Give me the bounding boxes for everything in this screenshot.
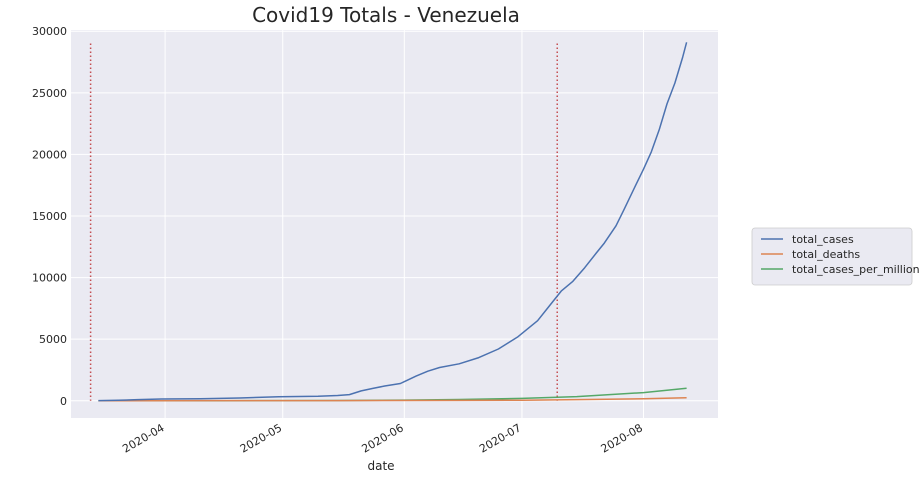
x-tick-labels: 2020-04 2020-05 2020-06 2020-07 2020-08 xyxy=(120,421,645,455)
x-tick-label: 2020-04 xyxy=(120,421,166,455)
x-axis-label: date xyxy=(367,459,394,473)
x-tick-label: 2020-07 xyxy=(477,421,523,455)
x-tick-label: 2020-08 xyxy=(599,421,645,455)
grid-y xyxy=(71,30,718,402)
legend-box xyxy=(751,227,913,286)
y-tick-label: 15000 xyxy=(32,210,67,223)
legend-label: total_cases_per_million xyxy=(792,263,919,276)
grid-x xyxy=(164,30,644,418)
chart-title: Covid19 Totals - Venezuela xyxy=(252,3,520,27)
y-tick-label: 0 xyxy=(60,395,67,408)
y-tick-label: 25000 xyxy=(32,87,67,100)
y-tick-label: 30000 xyxy=(32,25,67,38)
y-tick-label: 5000 xyxy=(39,333,67,346)
x-tick-label: 2020-06 xyxy=(359,421,405,455)
series-line-total-cases xyxy=(98,42,688,402)
x-tick-label: 2020-05 xyxy=(238,421,284,455)
series-lines xyxy=(98,42,688,402)
series-line-total-deaths xyxy=(98,396,687,402)
legend-label: total_cases xyxy=(792,233,854,246)
legend: total_cases total_deaths total_cases_per_m… xyxy=(751,227,919,286)
legend-label: total_deaths xyxy=(792,248,860,261)
y-tick-label: 20000 xyxy=(32,148,67,161)
y-tick-labels: 0 5000 10000 15000 20000 25000 30000 xyxy=(32,25,67,408)
plot-background xyxy=(71,30,718,418)
y-tick-label: 10000 xyxy=(32,272,67,285)
